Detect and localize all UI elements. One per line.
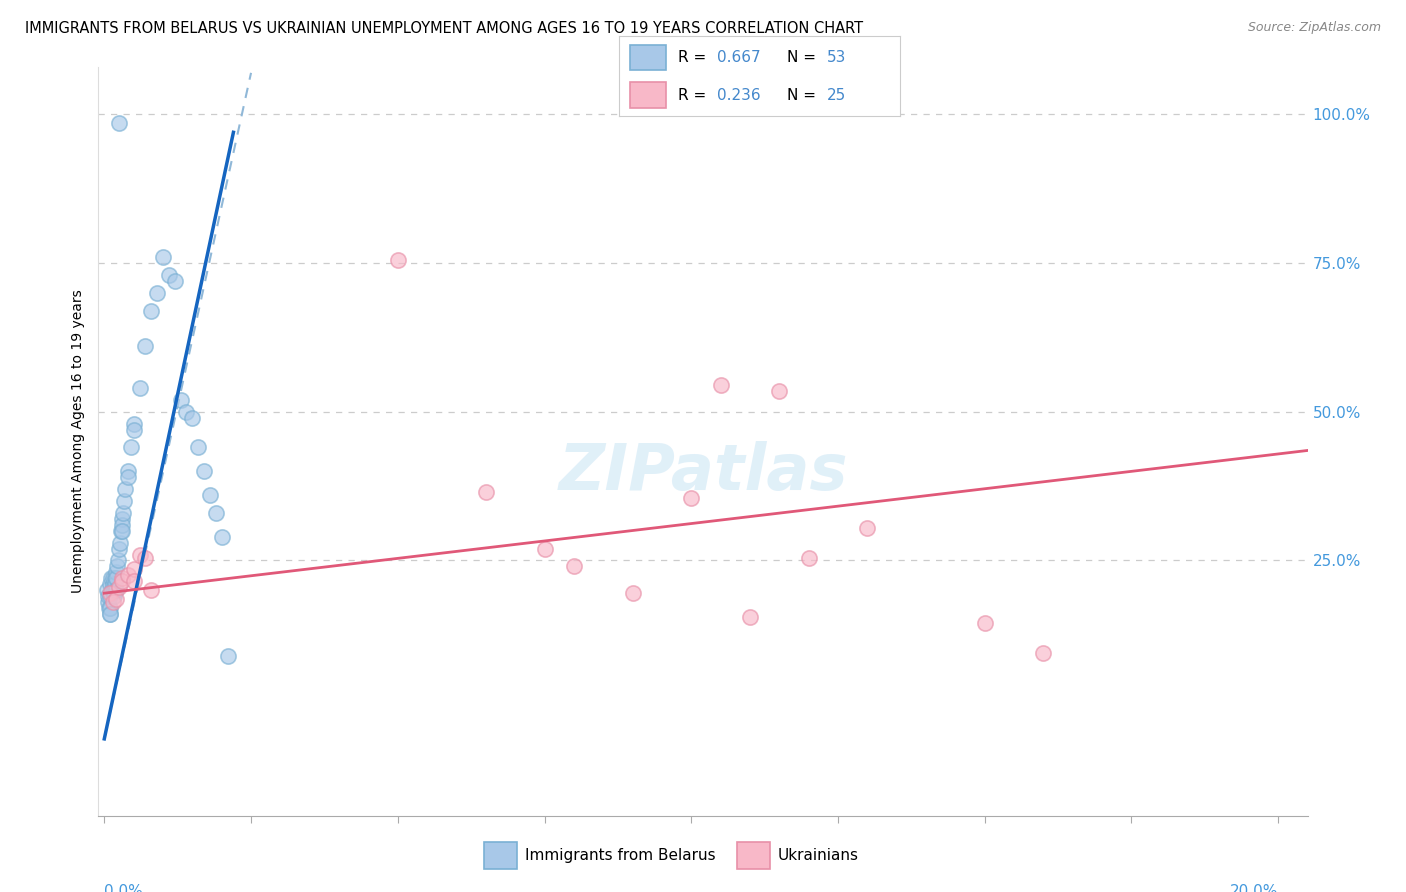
Point [105, 566, 128, 580]
Text: N =: N = [787, 87, 821, 103]
Text: 0.667: 0.667 [717, 50, 761, 65]
Point [105, 571, 128, 585]
Point [181, 410, 204, 425]
Point [681, 491, 703, 505]
Point [96, 583, 118, 598]
Point [110, 524, 132, 538]
Point [101, 595, 124, 609]
Point [111, 524, 134, 538]
Point [211, 530, 233, 544]
Point [387, 253, 409, 268]
Point [128, 381, 150, 395]
Point [100, 571, 122, 585]
Point [103, 589, 125, 603]
Point [98, 586, 121, 600]
Point [105, 559, 128, 574]
Point [98, 577, 121, 591]
Text: Source: ZipAtlas.com: Source: ZipAtlas.com [1247, 21, 1381, 34]
Point [193, 464, 215, 478]
Point [533, 541, 555, 556]
Text: ZIPatlas: ZIPatlas [558, 441, 848, 502]
Point [104, 577, 127, 591]
Text: 53: 53 [827, 50, 846, 65]
Point [157, 268, 180, 282]
Point [111, 571, 134, 585]
Point [101, 571, 124, 585]
Point [120, 441, 142, 455]
Point [97, 589, 120, 603]
Point [856, 521, 879, 535]
Point [768, 384, 790, 398]
Point [198, 488, 221, 502]
Point [163, 274, 186, 288]
Point [103, 583, 125, 598]
Point [134, 550, 156, 565]
Point [141, 303, 163, 318]
Point [104, 571, 127, 585]
Bar [630, 45, 666, 70]
Point [101, 583, 124, 598]
Point [562, 559, 585, 574]
Point [621, 586, 644, 600]
Text: 0.0%: 0.0% [104, 884, 143, 892]
Point [117, 464, 139, 478]
Point [112, 494, 135, 508]
Point [122, 574, 145, 589]
Point [98, 589, 121, 603]
Text: 25: 25 [827, 87, 846, 103]
Y-axis label: Unemployment Among Ages 16 to 19 years: Unemployment Among Ages 16 to 19 years [70, 290, 84, 593]
Point [98, 601, 121, 615]
Point [108, 580, 131, 594]
Point [152, 250, 174, 264]
Point [134, 339, 156, 353]
Text: Immigrants from Belarus: Immigrants from Belarus [524, 848, 716, 863]
Point [176, 405, 198, 419]
Point [122, 423, 145, 437]
Point [97, 595, 120, 609]
Point [117, 470, 139, 484]
Point [105, 592, 128, 607]
Point [108, 535, 131, 549]
Point [1032, 646, 1054, 660]
Point [146, 285, 169, 300]
Point [111, 574, 134, 589]
Text: N =: N = [787, 50, 821, 65]
Point [187, 441, 209, 455]
Point [111, 517, 134, 532]
Point [122, 562, 145, 576]
Point [169, 392, 191, 407]
Point [108, 541, 131, 556]
Point [141, 583, 163, 598]
Text: R =: R = [678, 50, 711, 65]
Text: IMMIGRANTS FROM BELARUS VS UKRAINIAN UNEMPLOYMENT AMONG AGES 16 TO 19 YEARS CORR: IMMIGRANTS FROM BELARUS VS UKRAINIAN UNE… [25, 21, 863, 36]
Point [710, 378, 733, 392]
Point [122, 417, 145, 431]
Point [98, 607, 121, 621]
Point [117, 568, 139, 582]
Point [973, 615, 995, 630]
Point [111, 512, 134, 526]
Point [475, 485, 498, 500]
Point [112, 506, 135, 520]
Point [98, 607, 121, 621]
Bar [630, 82, 666, 108]
Text: 0.236: 0.236 [717, 87, 761, 103]
Bar [484, 842, 517, 869]
Text: Ukrainians: Ukrainians [778, 848, 859, 863]
Point [114, 482, 136, 496]
Point [108, 116, 131, 130]
Point [204, 506, 226, 520]
Point [101, 577, 124, 591]
Point [107, 553, 129, 567]
Text: 20.0%: 20.0% [1230, 884, 1278, 892]
Text: R =: R = [678, 87, 711, 103]
Point [128, 548, 150, 562]
Point [105, 583, 128, 598]
Bar [737, 842, 770, 869]
Point [738, 610, 761, 624]
Point [98, 601, 121, 615]
Point [217, 648, 239, 663]
Point [797, 550, 820, 565]
